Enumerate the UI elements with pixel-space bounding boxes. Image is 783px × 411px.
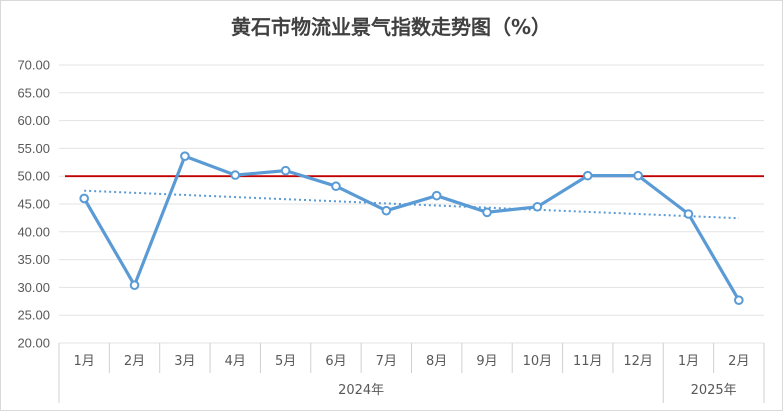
trendline-path — [84, 189, 739, 220]
x-category-label: 1月 — [678, 354, 699, 369]
data-point — [79, 193, 89, 204]
data-point — [482, 207, 492, 218]
y-tick-label: 20.00 — [17, 336, 50, 351]
x-category-label: 3月 — [174, 354, 195, 369]
data-point — [280, 165, 291, 176]
x-category-label: 8月 — [426, 354, 447, 369]
data-point — [431, 190, 442, 201]
x-category-label: 7月 — [376, 354, 397, 369]
data-point — [582, 170, 593, 181]
y-tick-label: 25.00 — [17, 308, 50, 323]
x-category-label: 6月 — [325, 354, 346, 369]
data-point — [633, 170, 643, 181]
x-category-label: 4月 — [225, 354, 246, 369]
y-tick-label: 35.00 — [17, 252, 50, 267]
data-point — [734, 295, 744, 305]
chart-title: 黄石市物流业景气指数走势图（%） — [231, 15, 551, 39]
y-tick-label: 45.00 — [17, 197, 50, 212]
data-point — [532, 201, 543, 212]
x-axis: 1月 2月 3月 4月 5月 6月 7月 8月 9月 10月 11月 12月 1月 2月 2024年 2025… — [58, 343, 765, 403]
data-point — [180, 151, 190, 161]
y-tick-label: 60.00 — [17, 113, 50, 128]
y-tick-label: 50.00 — [17, 169, 50, 184]
series-markers — [79, 151, 744, 305]
data-point — [129, 280, 140, 290]
data-point — [331, 181, 341, 192]
y-tick-label: 40.00 — [17, 224, 50, 239]
y-tick-label: 30.00 — [17, 280, 50, 295]
x-category-label: 5月 — [275, 354, 296, 369]
data-point — [381, 205, 392, 216]
x-category-label: 12月 — [623, 354, 653, 369]
x-category-label: 2月 — [728, 354, 749, 369]
data-point — [230, 170, 241, 180]
x-group-label: 2025年 — [691, 383, 737, 398]
series-line-path — [82, 154, 741, 302]
y-tick-label: 55.00 — [17, 141, 50, 156]
x-group-label: 2024年 — [338, 383, 384, 398]
x-category-label: 9月 — [476, 354, 497, 369]
trendline — [84, 189, 739, 220]
y-tick-label: 65.00 — [17, 85, 50, 100]
x-category-label: 2月 — [124, 354, 145, 369]
series-line — [82, 154, 741, 302]
y-axis-ticks: 70.00 65.00 60.00 55.00 50.00 45.00 40.00 35.00… — [17, 58, 50, 351]
data-point — [683, 209, 694, 219]
x-category-label: 1月 — [74, 354, 95, 369]
x-category-label: 10月 — [523, 354, 553, 369]
x-category-label: 11月 — [573, 354, 603, 369]
y-tick-label: 70.00 — [17, 58, 50, 73]
